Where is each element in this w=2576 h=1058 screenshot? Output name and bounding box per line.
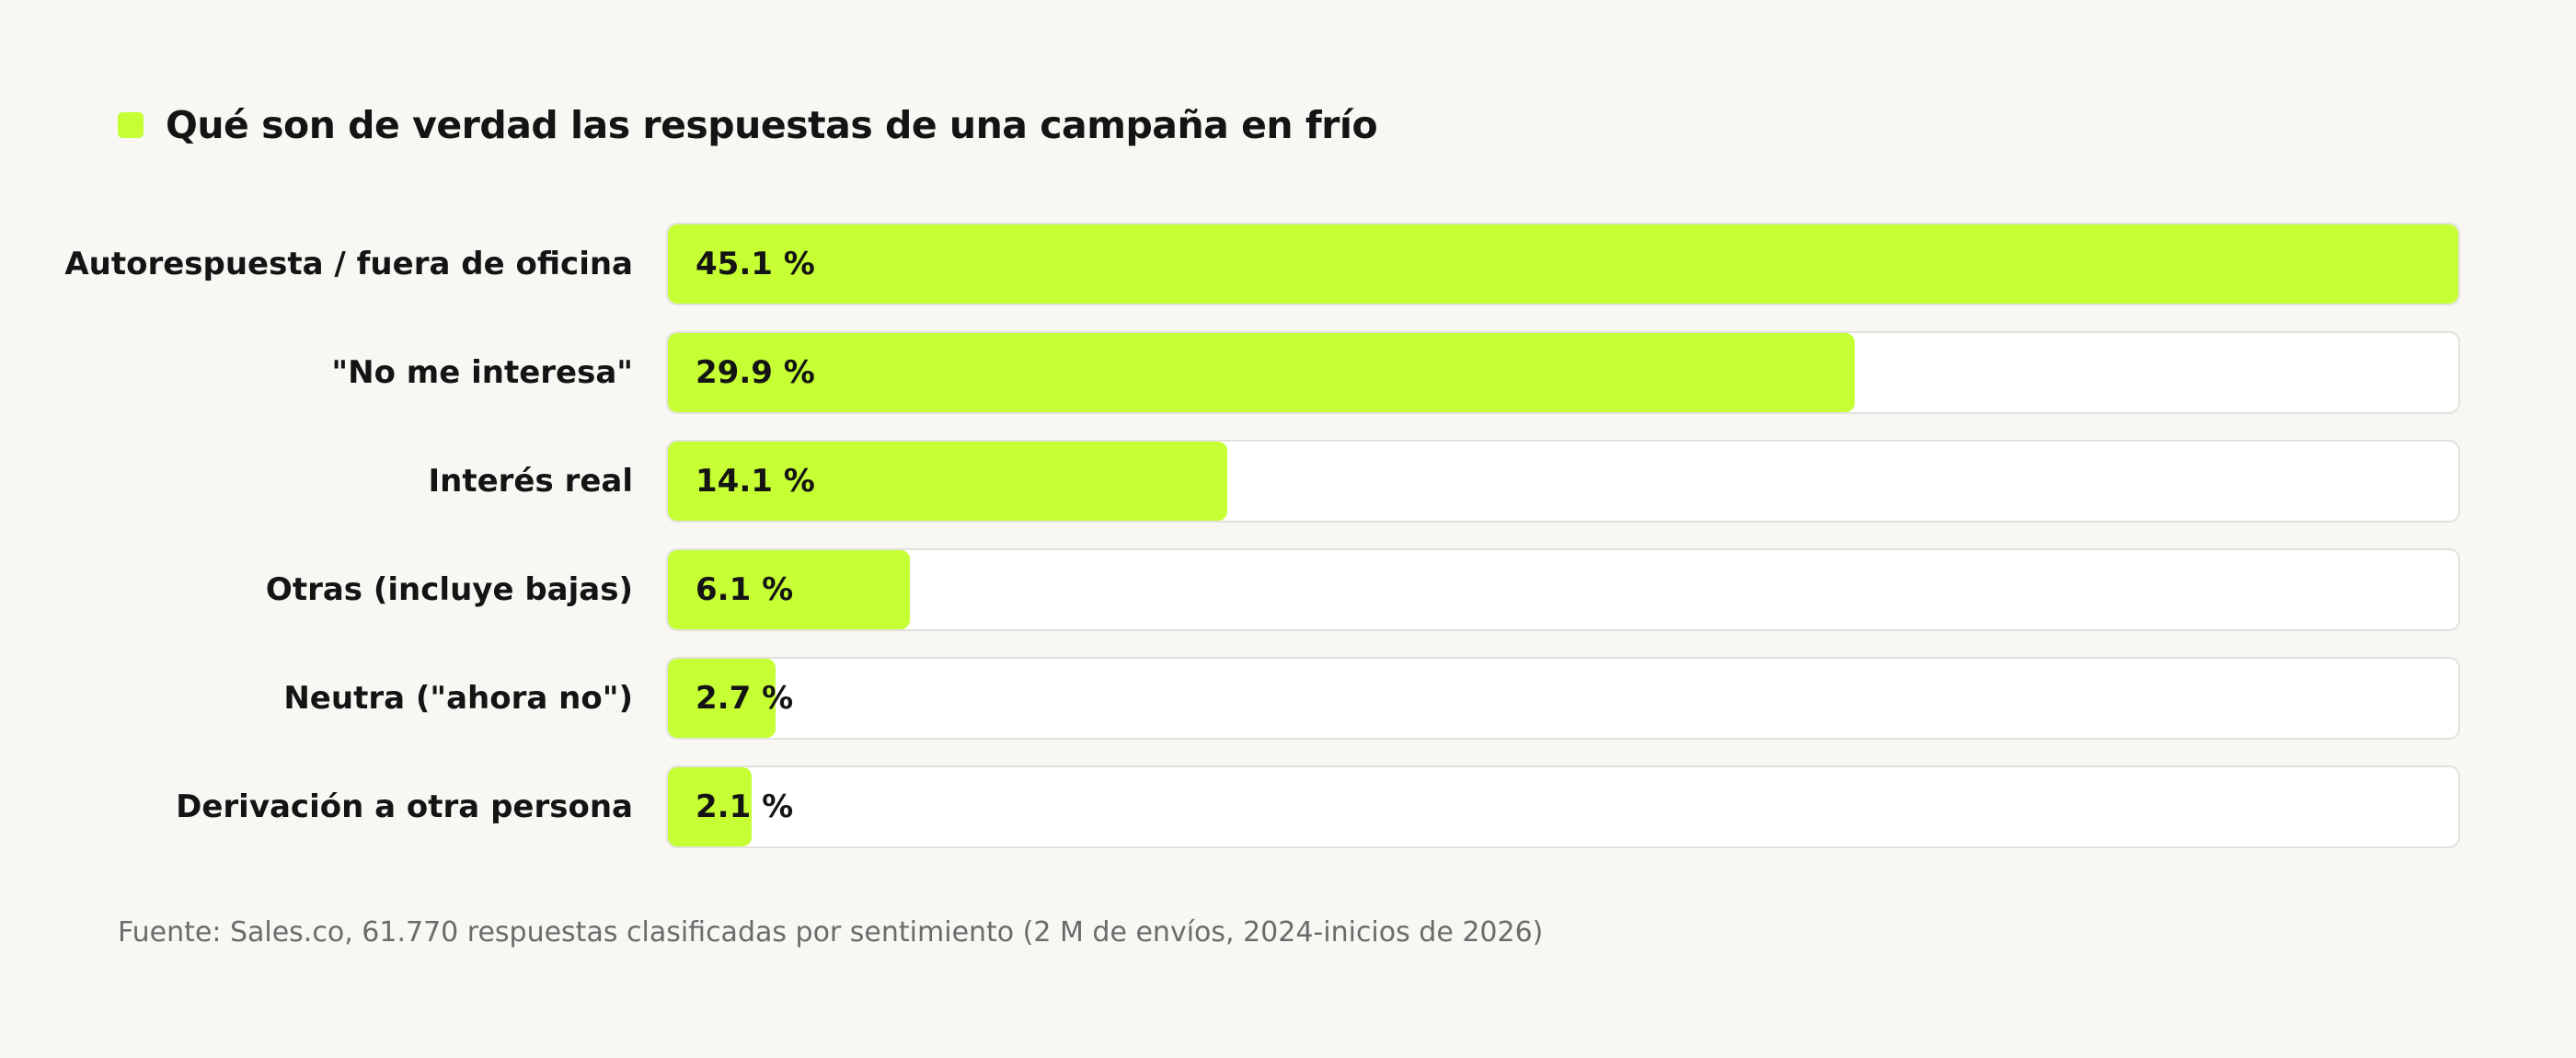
bar-row: "No me interesa" 29.9 % — [0, 331, 2576, 414]
category-label: Neutra ("ahora no") — [283, 680, 633, 717]
bar — [668, 442, 1228, 521]
bar — [668, 333, 1856, 412]
bar-row: Neutra ("ahora no") 2.7 % — [0, 657, 2576, 740]
bar-row: Interés real 14.1 % — [0, 440, 2576, 523]
bar — [668, 767, 752, 846]
source-note: Fuente: Sales.co, 61.770 respuestas clas… — [118, 916, 1544, 949]
category-label: Interés real — [428, 463, 634, 500]
bar-row: Autorespuesta / fuera de oficina 45.1 % — [0, 223, 2576, 305]
bar-track: 2.1 % — [666, 765, 2460, 848]
chart-title: Qué son de verdad las respuestas de una … — [166, 103, 1378, 147]
bar-track: 2.7 % — [666, 657, 2460, 740]
value-label: 6.1 % — [696, 571, 794, 608]
value-label: 14.1 % — [696, 463, 815, 500]
value-label: 45.1 % — [696, 246, 815, 282]
bar-track: 29.9 % — [666, 331, 2460, 414]
value-label: 2.1 % — [696, 788, 794, 825]
category-label: Otras (incluye bajas) — [265, 571, 633, 608]
chart-title-row: Qué son de verdad las respuestas de una … — [118, 103, 1378, 147]
bar-track: 6.1 % — [666, 548, 2460, 631]
category-label: Autorespuesta / fuera de oficina — [64, 246, 633, 282]
bar-row: Derivación a otra persona 2.1 % — [0, 765, 2576, 848]
bar — [668, 550, 911, 629]
value-label: 29.9 % — [696, 354, 815, 391]
title-marker — [118, 112, 144, 138]
bar — [668, 224, 2458, 304]
bar-track: 45.1 % — [666, 223, 2460, 305]
bar — [668, 659, 776, 738]
category-label: "No me interesa" — [331, 354, 633, 391]
value-label: 2.7 % — [696, 680, 794, 717]
bar-track: 14.1 % — [666, 440, 2460, 523]
bar-row: Otras (incluye bajas) 6.1 % — [0, 548, 2576, 631]
category-label: Derivación a otra persona — [176, 788, 633, 825]
